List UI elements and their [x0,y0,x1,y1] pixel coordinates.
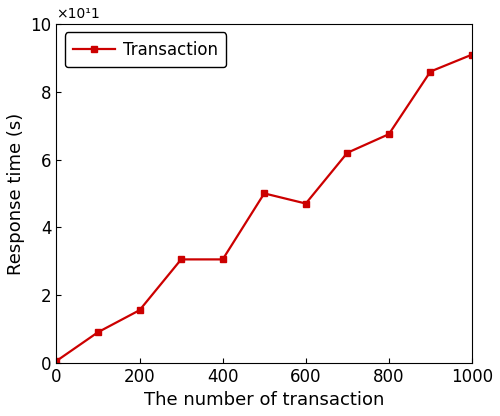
Transaction [303,201,309,206]
Line: Transaction: Transaction [53,51,476,364]
Transaction [469,52,475,57]
Legend: Transaction: Transaction [65,32,226,67]
Transaction [261,191,267,196]
Transaction [95,329,101,334]
Transaction [428,69,434,74]
Transaction [178,257,184,262]
Transaction [136,308,142,313]
X-axis label: The number of transaction: The number of transaction [144,391,384,409]
Text: ×10¹1: ×10¹1 [56,7,100,21]
Transaction [386,131,392,136]
Transaction [220,257,226,262]
Transaction [344,150,350,155]
Transaction [54,359,60,364]
Y-axis label: Response time (s): Response time (s) [7,112,25,275]
